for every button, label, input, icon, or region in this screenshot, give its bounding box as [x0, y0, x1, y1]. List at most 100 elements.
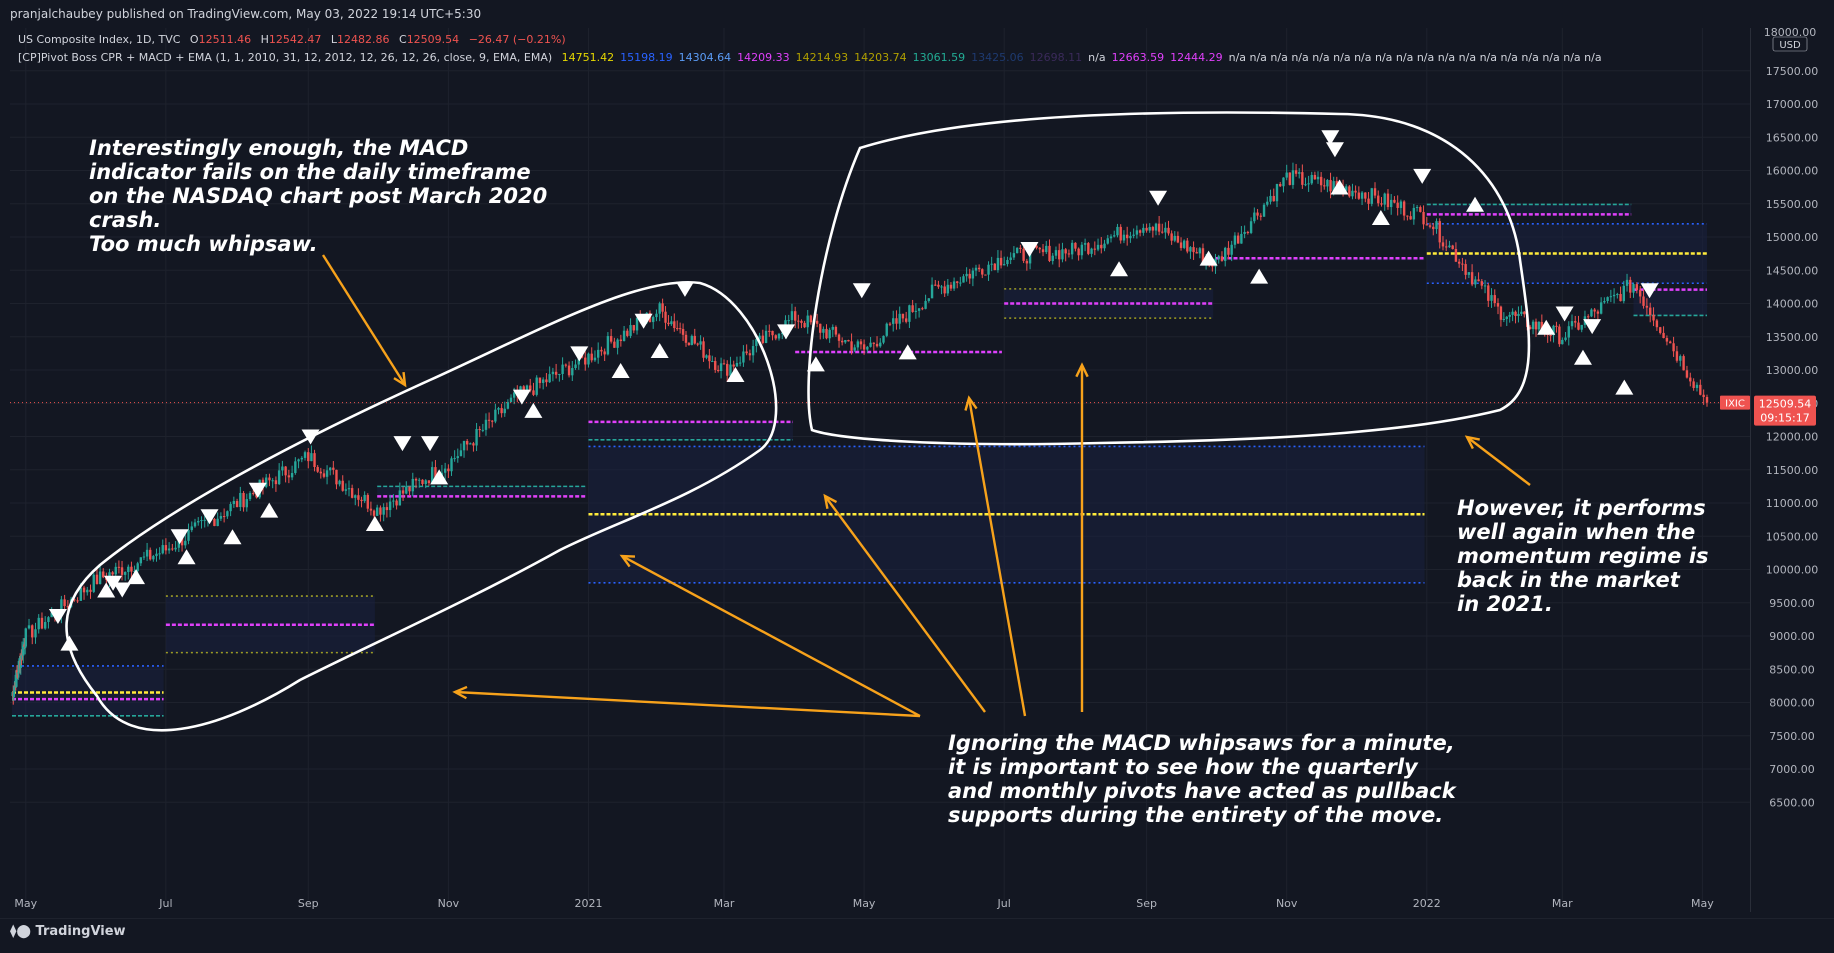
candle-body [984, 274, 987, 276]
candle-body [603, 351, 606, 355]
candle-body [949, 284, 953, 289]
candle-body [790, 311, 794, 321]
x-tick-label: Jul [158, 897, 172, 910]
candle-body [37, 617, 40, 630]
indicator-value: 14304.64 [678, 51, 732, 64]
candle-body [1227, 247, 1230, 255]
candle-body [497, 408, 500, 410]
candle-body [66, 606, 70, 608]
symbol-legend[interactable]: US Composite Index, 1D, TVC O12511.46 H1… [18, 33, 572, 46]
candle-body [1189, 247, 1192, 252]
candle-body [959, 282, 962, 284]
candle-body [1451, 245, 1454, 249]
candle-body [193, 522, 197, 527]
y-tick-label: 13000.00 [1766, 364, 1819, 377]
candle-body [977, 267, 981, 270]
candle-body [574, 364, 577, 369]
candle-body [1445, 246, 1448, 248]
candle-body [1217, 256, 1220, 259]
candle-body [729, 364, 732, 376]
last-price-label: 12509.54 [1759, 398, 1812, 411]
candle-body [494, 409, 497, 422]
candle-body [1186, 240, 1189, 252]
candle-body [774, 335, 777, 339]
sell-signal-icon [421, 436, 440, 452]
y-tick-label: 16500.00 [1766, 131, 1819, 144]
indicator-legend[interactable]: [CP]Pivot Boss CPR + MACD + EMA (1, 1, 2… [18, 51, 1614, 64]
candle-body [1534, 321, 1538, 330]
buy-signal-icon [1615, 379, 1634, 395]
candle-body [219, 516, 223, 519]
candle-body [532, 390, 535, 395]
candle-body [664, 311, 667, 323]
candle-body [252, 493, 255, 495]
candle-body [1080, 244, 1084, 256]
ellipse-2020-move [65, 280, 778, 732]
candle-body [690, 335, 694, 345]
arrowhead-icon [1075, 362, 1089, 378]
candle-body [503, 408, 506, 414]
candle-body [1555, 325, 1558, 327]
indicator-value: 14209.33 [737, 51, 790, 64]
candle-body [1167, 227, 1170, 234]
candle-body [898, 313, 901, 324]
sell-signal-icon [852, 283, 871, 299]
candle-body [19, 657, 22, 668]
candle-body [1511, 311, 1514, 315]
candle-body [888, 323, 892, 325]
currency-label: USD [1779, 40, 1801, 51]
candle-body [1100, 244, 1103, 249]
candle-body [806, 315, 809, 328]
candle-body [12, 692, 16, 698]
x-tick-label: May [853, 897, 876, 910]
candle-body [875, 343, 879, 347]
sell-signal-icon [1413, 168, 1432, 184]
candle-body [962, 276, 965, 283]
candle-body [79, 587, 82, 601]
candle-body [616, 339, 619, 348]
candle-body [405, 486, 408, 494]
candle-body [1692, 381, 1695, 388]
pivot-zone [1426, 204, 1632, 215]
candle-body [702, 341, 705, 358]
candle-body [1176, 235, 1180, 243]
indicator-name[interactable]: [CP]Pivot Boss CPR + MACD + EMA (1, 1, 2… [18, 51, 553, 64]
candle-body [453, 458, 456, 460]
candle-body [538, 377, 542, 383]
candle-body [879, 342, 882, 347]
candle-body [300, 457, 304, 460]
symbol-name[interactable]: US Composite Index, 1D, TVC [18, 33, 181, 46]
candle-body [382, 507, 385, 515]
y-tick-label: 10500.00 [1766, 530, 1819, 543]
candle-body [1301, 172, 1304, 185]
candle-body [1282, 177, 1285, 187]
candle-body [1291, 170, 1295, 185]
annotation-pivots-support: Ignoring the MACD whipsaws for a minute,… [948, 731, 1456, 827]
candle-body [388, 501, 392, 511]
candle-body [714, 361, 717, 370]
price-axis[interactable] [1750, 28, 1834, 912]
candle-body [465, 440, 469, 445]
candle-body [1335, 181, 1339, 186]
candle-body [98, 571, 102, 584]
x-tick-label: Jul [997, 897, 1011, 910]
y-tick-label: 17000.00 [1766, 98, 1819, 111]
buy-signal-icon [260, 502, 279, 518]
candle-body [1142, 227, 1145, 233]
candle-body [613, 341, 616, 348]
currency-box [1772, 36, 1808, 52]
sell-signal-icon [1640, 283, 1659, 299]
candle-body [271, 480, 274, 482]
tradingview-logo[interactable]: ⧫⬤ TradingView [10, 924, 126, 939]
candle-body [529, 385, 532, 391]
candle-body [1151, 227, 1155, 231]
ellipse-2021-move [807, 111, 1531, 446]
candle-body [1470, 272, 1474, 285]
candle-body [1058, 250, 1061, 260]
candle-body [1632, 284, 1635, 293]
candle-body [635, 317, 639, 331]
sell-signal-icon [512, 389, 531, 405]
candle-body [981, 269, 984, 275]
candle-body [338, 480, 341, 485]
